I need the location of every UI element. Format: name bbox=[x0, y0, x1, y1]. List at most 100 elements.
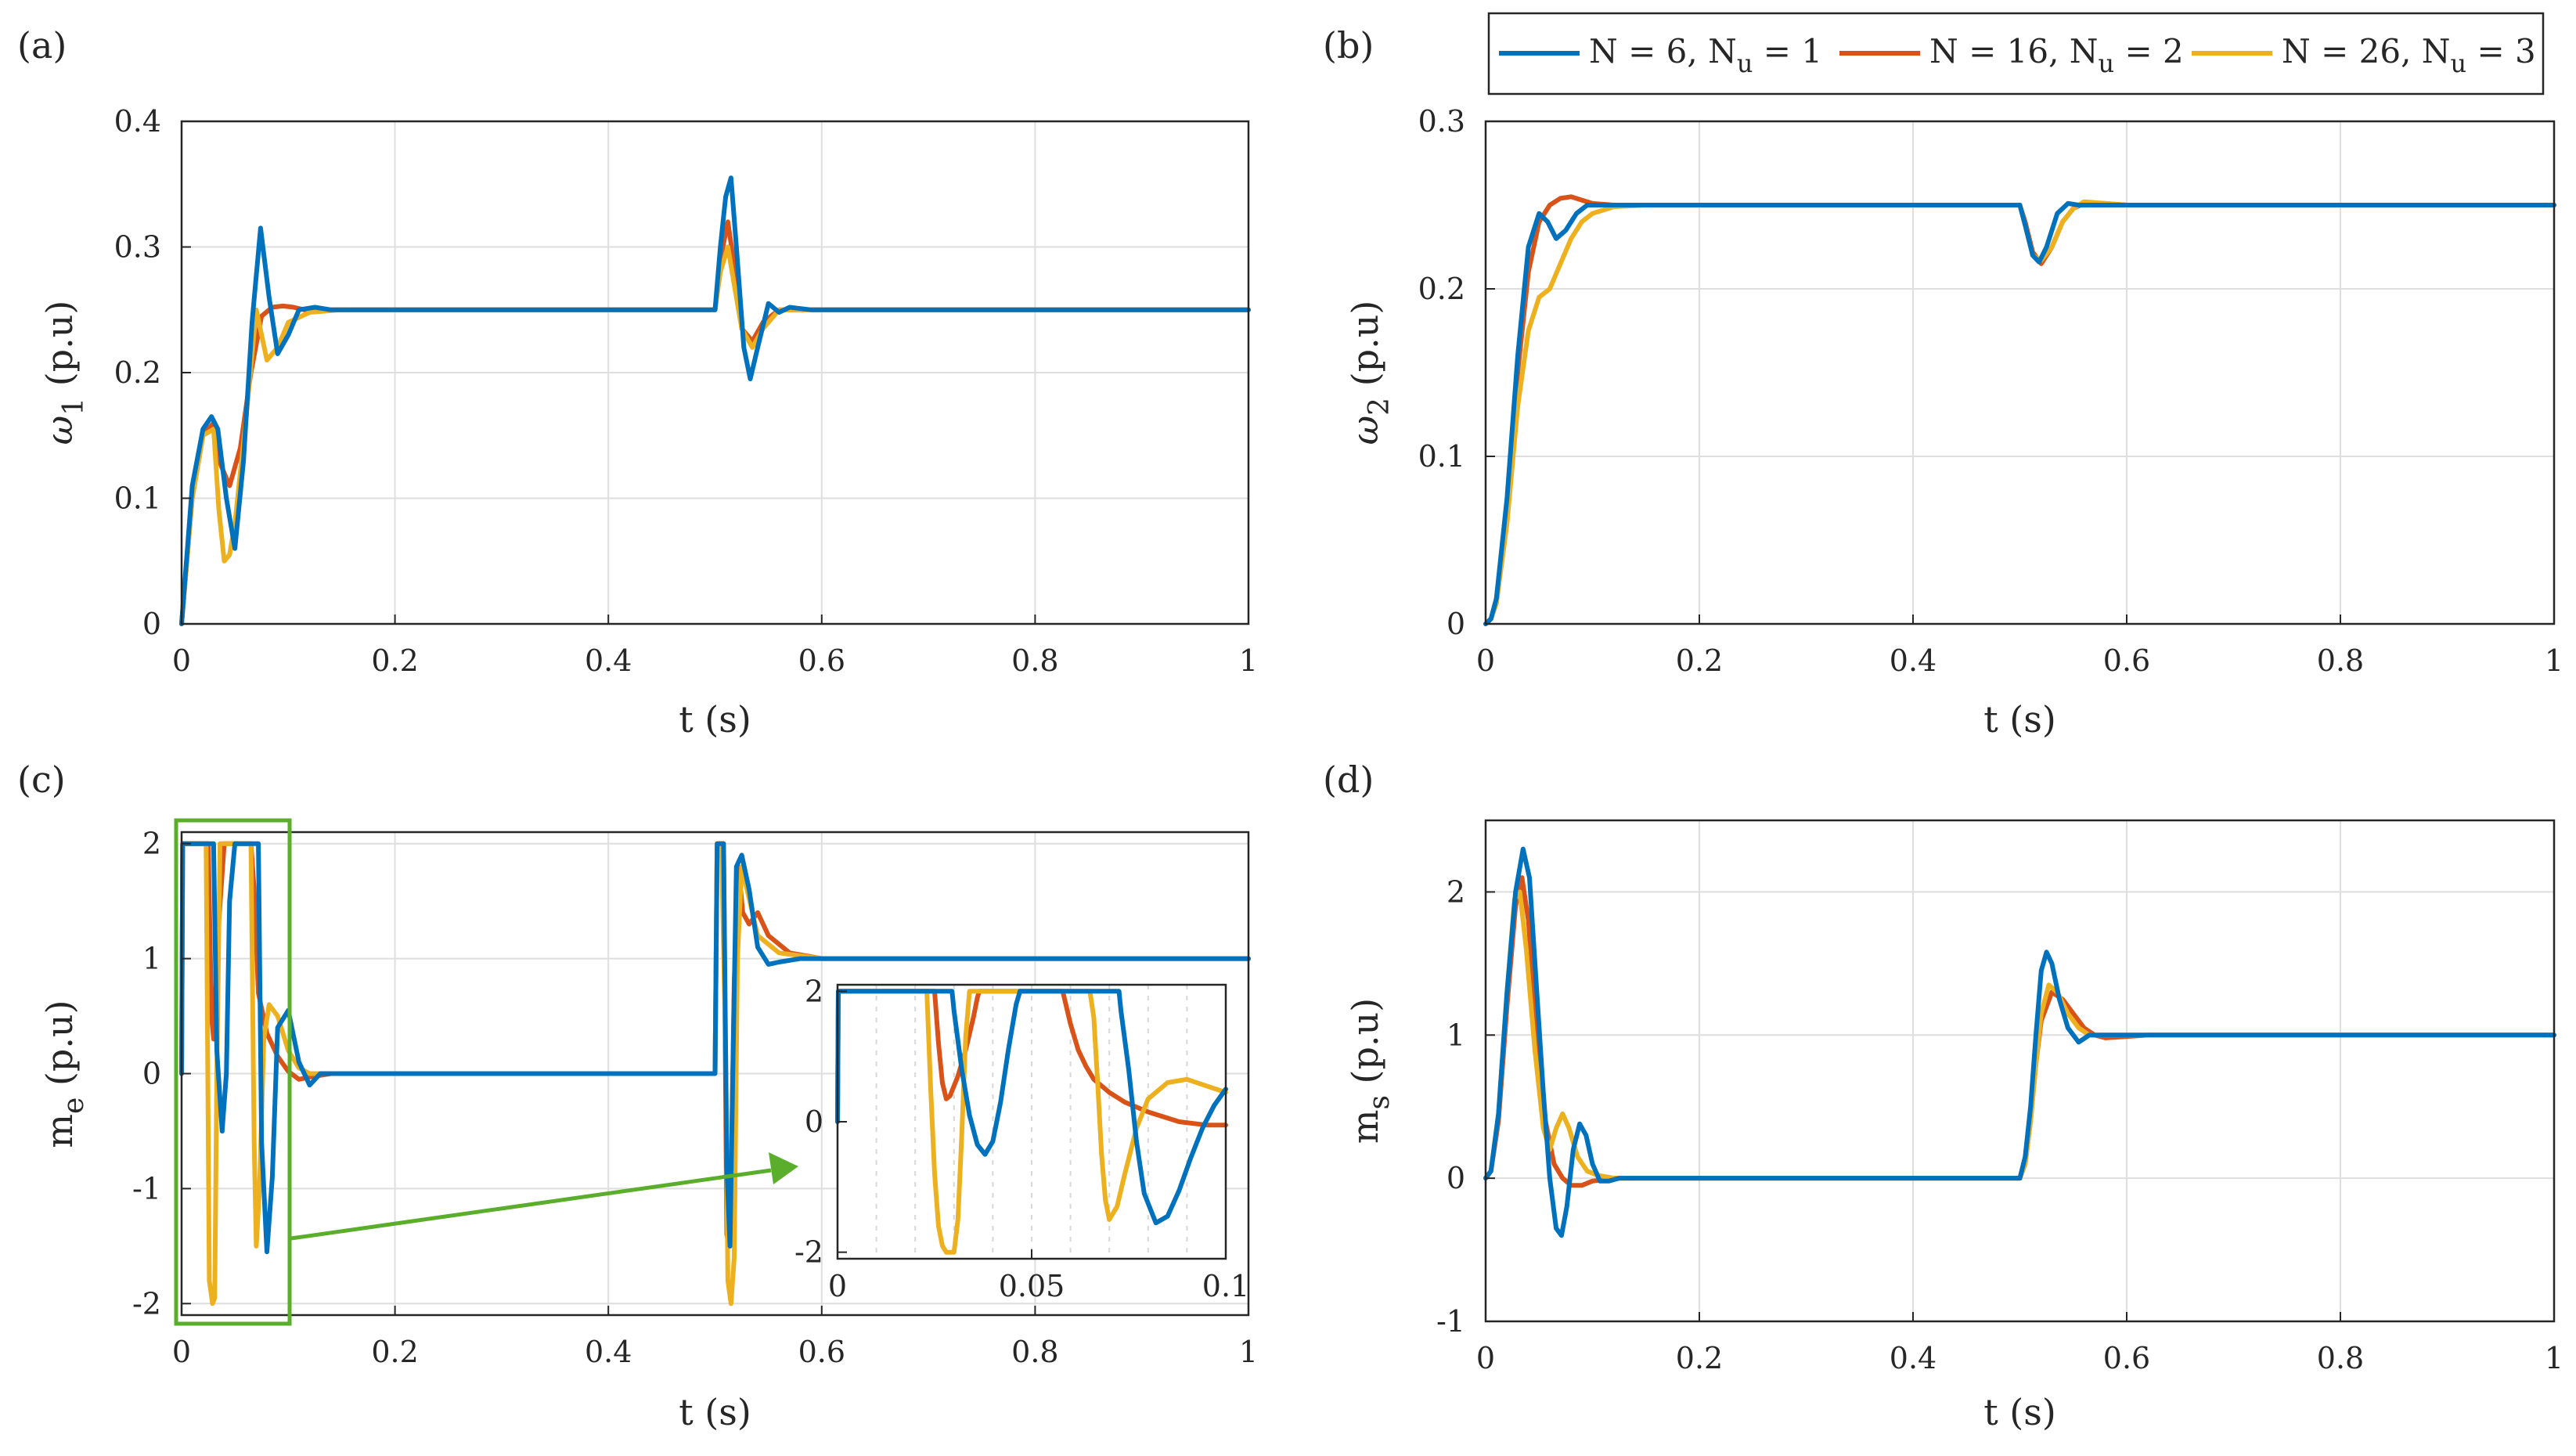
panel-d-label: (d) bbox=[1323, 759, 1374, 801]
y-tick-label: 0 bbox=[142, 607, 161, 641]
panel-a-label: (a) bbox=[17, 24, 67, 67]
x-tick-label: 0.2 bbox=[1676, 1341, 1723, 1375]
y-tick-label: -1 bbox=[1436, 1304, 1465, 1339]
x-tick-label: 0.4 bbox=[585, 1335, 632, 1369]
series-line-n26 bbox=[179, 244, 1251, 626]
legend-n16-sub: u bbox=[2099, 49, 2115, 78]
y-axis-label: ω2 (p.u) bbox=[1344, 301, 1396, 445]
legend-n6-main: N = 6, N bbox=[1589, 32, 1737, 70]
x-tick-label: 0.2 bbox=[1676, 643, 1723, 678]
x-tick-label: 0.6 bbox=[798, 1335, 845, 1369]
legend-n16-main: N = 16, N bbox=[1929, 32, 2099, 70]
y-tick-label: 0.4 bbox=[114, 104, 161, 139]
y-tick-label: 0.2 bbox=[114, 355, 161, 390]
legend-box bbox=[1487, 12, 2545, 96]
series-line-n6 bbox=[179, 841, 1251, 1255]
x-tick-label: 0.8 bbox=[2317, 1341, 2364, 1375]
y-axis-label-main: m bbox=[38, 1114, 81, 1148]
plot-area bbox=[1486, 820, 2554, 1321]
legend-n26-main: N = 26, N bbox=[2282, 32, 2451, 70]
y-tick-label: 0.1 bbox=[114, 481, 161, 516]
plot-area bbox=[1486, 121, 2554, 624]
y-axis-label-sub: 1 bbox=[58, 398, 90, 416]
x-axis-label: t (s) bbox=[679, 1391, 751, 1433]
x-tick-label: 0.2 bbox=[371, 1335, 418, 1369]
y-axis-label-unit: (p.u) bbox=[1344, 998, 1386, 1095]
y-tick-label: 0 bbox=[805, 1105, 823, 1139]
x-tick-label: 0 bbox=[1476, 643, 1495, 678]
y-axis-label-sub: s bbox=[1364, 1095, 1396, 1109]
zoom-box bbox=[174, 818, 292, 1326]
zoom-arrow-head bbox=[769, 1152, 798, 1184]
y-tick-label: 0 bbox=[1447, 607, 1465, 641]
legend-n6-tail: = 1 bbox=[1753, 32, 1822, 70]
legend-n6-sub: u bbox=[1737, 49, 1753, 78]
x-tick-label: 0 bbox=[1476, 1341, 1495, 1375]
x-tick-label: 0.6 bbox=[798, 643, 845, 678]
y-axis-label-unit: (p.u) bbox=[1344, 301, 1386, 398]
x-tick-label: 0.4 bbox=[585, 643, 632, 678]
x-tick-label: 0 bbox=[828, 1269, 847, 1303]
y-tick-label: 0.3 bbox=[114, 230, 161, 265]
y-axis-label-unit: (p.u) bbox=[38, 301, 81, 398]
x-tick-label: 0.4 bbox=[1890, 1341, 1937, 1375]
x-tick-label: 1 bbox=[2545, 643, 2563, 678]
y-tick-label: 1 bbox=[142, 942, 161, 976]
x-tick-label: 0.8 bbox=[1011, 1335, 1058, 1369]
y-tick-label: -1 bbox=[132, 1171, 161, 1206]
y-axis-label-unit: (p.u) bbox=[38, 1000, 81, 1097]
y-tick-label: 2 bbox=[1447, 874, 1465, 909]
y-tick-label: 1 bbox=[1447, 1018, 1465, 1052]
series-line-n6 bbox=[835, 989, 1228, 1226]
y-tick-label: 2 bbox=[805, 974, 823, 1008]
legend: N = 6, Nu = 1 N = 16, Nu = 2 N = 26, Nu … bbox=[1487, 12, 2545, 96]
series-line-n6 bbox=[1483, 846, 2556, 1238]
y-tick-label: 0.3 bbox=[1418, 104, 1465, 139]
y-tick-label: 2 bbox=[142, 827, 161, 861]
legend-entry-n26: N = 26, Nu = 3 bbox=[2282, 32, 2536, 78]
axes-frame bbox=[1484, 819, 2556, 1323]
y-tick-label: -2 bbox=[794, 1235, 823, 1270]
chart-panel-b: 0 0.2 0.4 0.6 0.8 1 0 0.1 0.2 0.3 t (s) ω2 (p.u) bbox=[1344, 104, 2563, 741]
panel-b-label: (b) bbox=[1323, 24, 1374, 67]
chart-panel-a: 0 0.2 0.4 0.6 0.8 100.10.20.30.4t (s)ω1 (p.u) bbox=[38, 104, 1258, 741]
y-axis-label: me (p.u) bbox=[38, 1000, 90, 1148]
y-axis-label: ms (p.u) bbox=[1344, 998, 1396, 1144]
x-tick-label: 0.6 bbox=[2103, 643, 2150, 678]
series-line-n6 bbox=[179, 175, 1251, 626]
series-line-n6 bbox=[1483, 200, 2556, 626]
y-tick-label: 0.1 bbox=[1418, 439, 1465, 474]
x-tick-label: 0.8 bbox=[2317, 643, 2364, 678]
y-tick-label: 0.2 bbox=[1418, 272, 1465, 306]
legend-n26-sub: u bbox=[2451, 49, 2467, 78]
y-axis-label-main: ω bbox=[38, 416, 81, 445]
x-axis-label: t (s) bbox=[679, 698, 751, 741]
chart-panel-d: 0 0.2 0.4 0.6 0.8 1 -1 0 1 2 t (s) ms (p.u) bbox=[1344, 819, 2563, 1433]
y-axis-label-sub: 2 bbox=[1364, 398, 1396, 416]
x-tick-label: 0 bbox=[172, 1335, 191, 1369]
y-axis-label: ω1 (p.u) bbox=[38, 301, 90, 445]
x-tick-label: 0.1 bbox=[1202, 1269, 1249, 1303]
x-tick-label: 0.2 bbox=[371, 643, 418, 678]
y-tick-label: 0 bbox=[142, 1057, 161, 1091]
x-axis-label: t (s) bbox=[1983, 1391, 2056, 1433]
y-axis-label-sub: e bbox=[58, 1097, 90, 1114]
chart-panel-c-inset: 0 0.05 0.1-202 bbox=[794, 974, 1249, 1303]
axes-frame bbox=[1484, 120, 2556, 625]
x-axis-label: t (s) bbox=[1983, 698, 2056, 741]
legend-entry-n6: N = 6, Nu = 1 bbox=[1589, 32, 1822, 78]
x-tick-label: 0 bbox=[172, 643, 191, 678]
y-axis-label-main: m bbox=[1344, 1110, 1386, 1144]
x-tick-label: 0.05 bbox=[999, 1269, 1065, 1303]
x-tick-label: 1 bbox=[1239, 643, 1258, 678]
legend-n26-tail: = 3 bbox=[2466, 32, 2536, 70]
legend-entry-n16: N = 16, Nu = 2 bbox=[1929, 32, 2184, 78]
panel-c-label: (c) bbox=[17, 759, 66, 801]
x-tick-label: 0.6 bbox=[2103, 1341, 2150, 1375]
x-tick-label: 1 bbox=[1239, 1335, 1258, 1369]
y-axis-label-main: ω bbox=[1344, 416, 1386, 445]
zoom-arrow bbox=[290, 1168, 772, 1241]
x-tick-label: 0.4 bbox=[1890, 643, 1937, 678]
y-tick-label: 0 bbox=[1447, 1161, 1465, 1195]
